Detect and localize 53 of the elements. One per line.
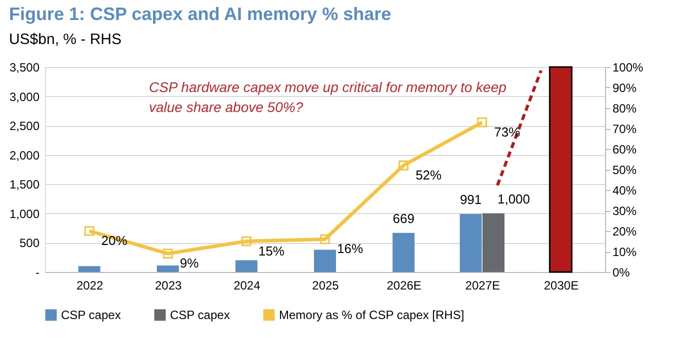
x-tick-label: 2024: [234, 278, 261, 292]
data-label: 9%: [180, 256, 200, 271]
y2-tick-label: 80%: [612, 102, 637, 116]
point: [84, 226, 94, 236]
y-tick-label: 500: [19, 236, 40, 250]
bar: [314, 250, 336, 272]
chart-title: Figure 1: CSP capex and AI memory % share: [8, 4, 392, 24]
bar: [156, 266, 179, 272]
y-tick-label: 3,000: [9, 90, 40, 104]
y2-tick-label: 30%: [612, 204, 637, 218]
point: [398, 160, 409, 170]
bar: [78, 266, 100, 272]
data-label: 1,000: [497, 191, 530, 206]
x-tick-label: 2027E: [465, 278, 500, 292]
bar: [482, 213, 504, 272]
x-tick-label: 2026E: [386, 278, 422, 292]
x-tick-label: 2022: [76, 278, 104, 292]
legend-label: CSP capex: [61, 308, 121, 322]
point: [320, 234, 330, 244]
y2-tick-label: 20%: [612, 224, 637, 238]
bar: [392, 232, 415, 272]
y2-tick-label: 10%: [612, 245, 637, 259]
data-label: 73%: [494, 124, 521, 140]
y-tick-label: 1,000: [9, 206, 40, 221]
y-tick-label: 3,500: [9, 60, 40, 74]
y-tick-label: 2,500: [9, 119, 40, 134]
y2-tick-label: 0%: [612, 266, 630, 280]
bar: [235, 260, 258, 272]
point: [477, 117, 488, 128]
x-tick-label: 2023: [155, 278, 182, 292]
point: [162, 248, 173, 258]
data-label: 991: [460, 192, 482, 207]
y2-tick-label: 50%: [612, 163, 637, 177]
y2-tick-label: 100%: [612, 60, 644, 74]
y-tick-label: 1,500: [9, 178, 40, 192]
x-tick-label: 2025: [312, 278, 340, 292]
y2-tick-label: 70%: [612, 122, 637, 136]
legend-label: Memory as % of CSP capex [RHS]: [279, 308, 464, 322]
x-tick-label: 2030E: [544, 278, 579, 292]
annotation: CSP hardware capex move up critical for memory to keep value share above 50%?: [149, 79, 507, 115]
data-label: 669: [392, 210, 414, 226]
y2-tick-label: 60%: [612, 142, 637, 156]
data-label: 15%: [258, 243, 285, 258]
y2-tick-label: 40%: [612, 184, 637, 198]
chart-subtitle: US$bn, % - RHS: [8, 31, 122, 48]
data-label: 52%: [416, 167, 442, 182]
data-label: 16%: [337, 241, 364, 256]
bar: [548, 66, 572, 273]
y2-tick-label: 90%: [612, 81, 637, 95]
y-tick-label: -: [36, 266, 40, 280]
point: [241, 236, 252, 246]
y-tick-label: 2,000: [9, 148, 40, 162]
legend-label: CSP capex: [170, 308, 230, 322]
